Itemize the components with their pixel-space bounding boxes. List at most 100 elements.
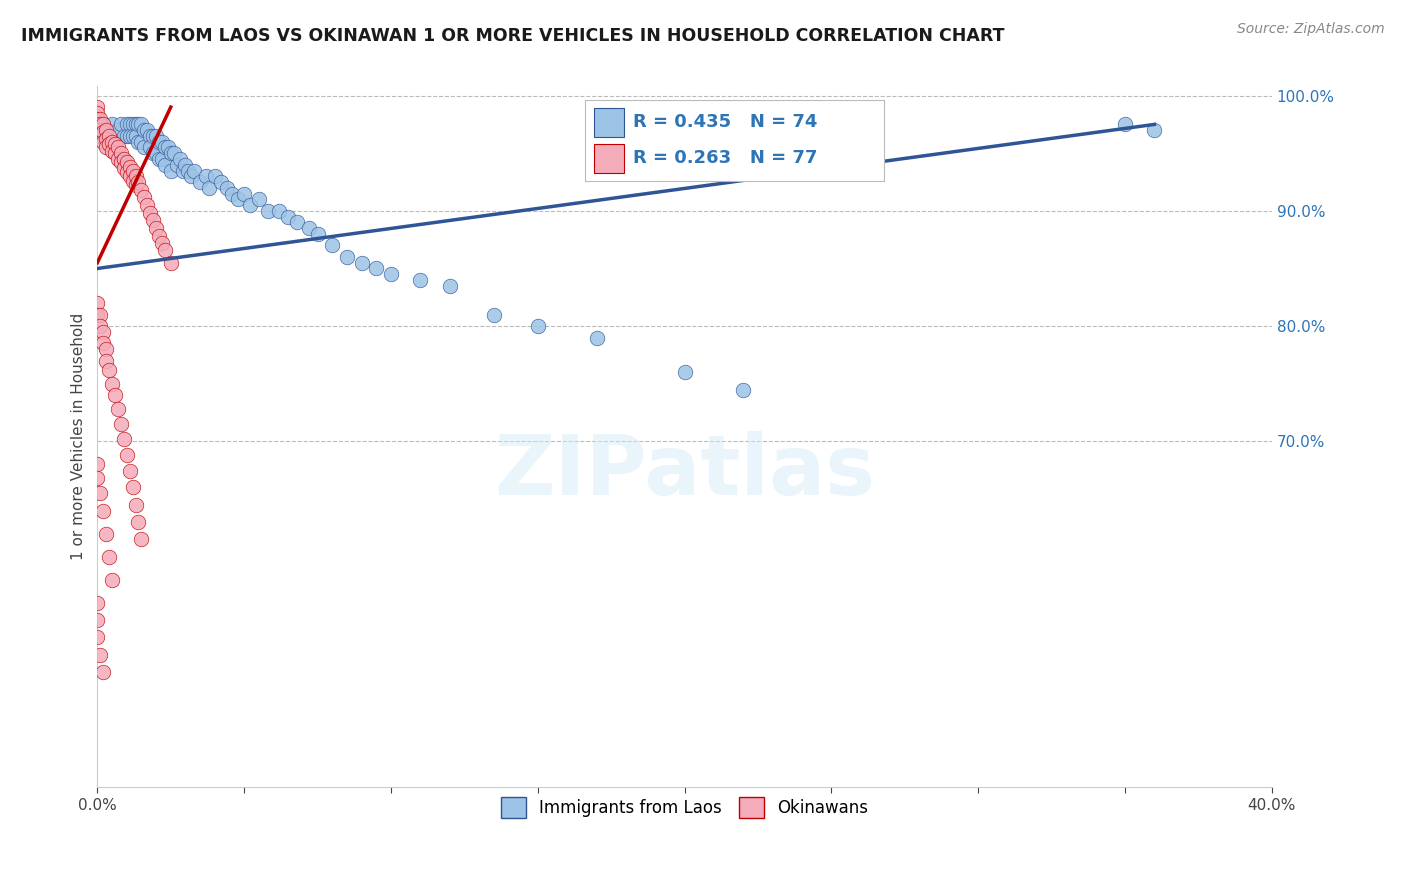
Point (134, 123, 156, 137)
Point (142, 146, 165, 161)
Point (269, 203, 291, 218)
Point (124, 178, 146, 193)
Point (115, 448, 138, 462)
Point (96, 526, 118, 541)
Point (174, 158, 197, 172)
Point (89, 648, 111, 662)
Point (209, 175, 232, 189)
Point (195, 169, 218, 184)
Point (107, 140, 129, 154)
Point (285, 215, 308, 229)
Point (118, 128, 141, 143)
Point (86, 117, 108, 131)
Point (585, 331, 607, 345)
Point (336, 250, 359, 264)
Point (101, 135, 124, 149)
Point (98, 136, 121, 151)
Point (131, 117, 153, 131)
Point (134, 190, 156, 204)
Point (169, 152, 191, 166)
Point (115, 117, 138, 131)
Point (139, 140, 162, 154)
Point (166, 158, 188, 172)
Point (91, 117, 114, 131)
Point (91, 126, 114, 140)
Point (247, 192, 270, 206)
Point (101, 376, 124, 391)
Point (96, 132, 118, 146)
Point (148, 135, 170, 149)
Point (89, 123, 111, 137)
Point (110, 155, 132, 169)
Point (104, 136, 127, 151)
Point (86, 596, 108, 610)
Point (98, 128, 121, 143)
Point (150, 135, 173, 149)
Point (112, 128, 135, 143)
Point (439, 278, 461, 293)
Point (118, 169, 141, 184)
Point (118, 160, 141, 174)
Point (150, 236, 173, 251)
Point (188, 175, 211, 189)
Point (89, 319, 111, 334)
Point (127, 175, 149, 189)
Point (673, 365, 696, 379)
Point (136, 198, 159, 212)
Point (124, 128, 146, 143)
Point (101, 573, 124, 587)
Point (91, 503, 114, 517)
Point (183, 163, 205, 178)
Point (107, 152, 129, 166)
Point (350, 256, 373, 270)
Point (89, 128, 111, 143)
Point (115, 164, 138, 178)
Point (136, 123, 159, 137)
Point (86, 613, 108, 627)
Point (91, 336, 114, 351)
Point (482, 308, 505, 322)
Text: IMMIGRANTS FROM LAOS VS OKINAWAN 1 OR MORE VEHICLES IN HOUSEHOLD CORRELATION CHA: IMMIGRANTS FROM LAOS VS OKINAWAN 1 OR MO… (21, 27, 1005, 45)
Point (733, 383, 755, 397)
Point (104, 388, 127, 402)
Point (91, 135, 114, 149)
Point (277, 210, 299, 224)
Point (145, 221, 167, 235)
Point (89, 486, 111, 500)
Point (139, 206, 162, 220)
Point (221, 186, 243, 201)
Point (1114, 117, 1136, 131)
Point (112, 152, 135, 166)
Point (159, 163, 181, 178)
Point (124, 498, 146, 512)
Point (226, 192, 249, 206)
Point (131, 533, 153, 547)
Point (145, 128, 167, 143)
Point (307, 227, 329, 241)
Point (96, 353, 118, 368)
Point (101, 144, 124, 158)
Point (142, 213, 165, 227)
Point (107, 123, 129, 137)
Point (121, 163, 143, 178)
Point (180, 169, 202, 184)
Point (96, 342, 118, 356)
Point (159, 256, 181, 270)
Point (198, 181, 221, 195)
Text: ZIPatlas: ZIPatlas (494, 432, 875, 512)
Point (86, 100, 108, 114)
Point (124, 169, 146, 184)
Point (380, 267, 402, 281)
Point (148, 152, 170, 166)
Point (159, 146, 181, 161)
Point (239, 198, 262, 212)
Point (366, 261, 388, 276)
Point (121, 128, 143, 143)
Point (115, 155, 138, 169)
Point (110, 417, 132, 431)
Point (177, 163, 200, 178)
Point (150, 152, 173, 166)
Point (98, 549, 121, 564)
Point (89, 117, 111, 131)
Point (153, 140, 176, 154)
